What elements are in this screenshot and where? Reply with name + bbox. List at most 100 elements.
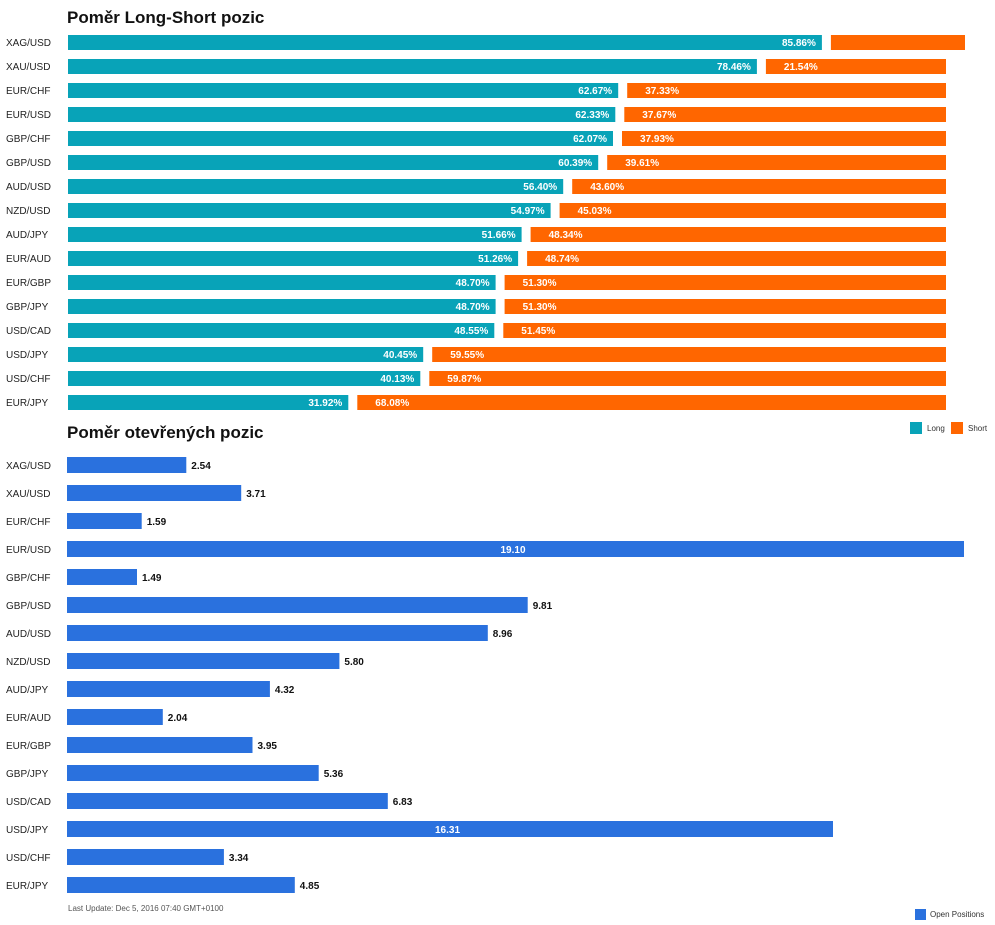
short-value-label: 37.33% (645, 86, 679, 97)
category-label: GBP/USD (6, 158, 51, 169)
short-value-label: 48.74% (545, 254, 579, 265)
long-value-label: 31.92% (308, 398, 342, 409)
open-positions-value-label: 16.31 (435, 825, 460, 836)
open-positions-bar (67, 513, 142, 529)
category-label: EUR/CHF (6, 86, 50, 97)
long-value-label: 78.46% (717, 62, 751, 73)
short-bar (559, 203, 946, 218)
long-value-label: 40.45% (383, 350, 417, 361)
open-positions-value-label: 1.59 (147, 517, 167, 528)
category-label: EUR/JPY (6, 398, 49, 409)
long-value-label: 60.39% (558, 158, 592, 169)
long-bar (68, 107, 616, 122)
open-positions-value-label: 5.36 (324, 769, 344, 780)
long-bar (68, 35, 822, 50)
category-label: GBP/CHF (6, 573, 50, 584)
short-bar (607, 155, 946, 170)
long-bar (68, 227, 522, 242)
category-label: EUR/USD (6, 545, 51, 556)
open-positions-value-label: 4.85 (300, 881, 320, 892)
category-label: AUD/USD (6, 182, 51, 193)
long-bar (68, 299, 496, 314)
long-value-label: 62.33% (575, 110, 609, 121)
long-short-legend: Long Short (910, 422, 988, 434)
short-bar (530, 227, 946, 242)
open-positions-bar (67, 597, 528, 613)
long-value-label: 56.40% (523, 182, 557, 193)
open-positions-bar (67, 877, 295, 893)
category-label: EUR/AUD (6, 254, 51, 265)
category-label: EUR/AUD (6, 713, 51, 724)
short-bar (503, 323, 946, 338)
category-label: EUR/CHF (6, 517, 50, 528)
long-bar (68, 395, 349, 410)
long-value-label: 48.70% (456, 302, 490, 313)
category-label: USD/CHF (6, 853, 50, 864)
long-bar (68, 179, 564, 194)
open-positions-chart-title: Poměr otevřených pozic (67, 423, 264, 442)
legend-open-positions-swatch (915, 909, 926, 920)
short-value-label: 43.60% (590, 182, 624, 193)
open-positions-bar (67, 821, 833, 837)
short-bar (527, 251, 946, 266)
short-value-label: 51.30% (523, 278, 557, 289)
long-value-label: 48.70% (456, 278, 490, 289)
short-value-label: 37.67% (642, 110, 676, 121)
long-value-label: 62.67% (578, 86, 612, 97)
category-label: AUD/JPY (6, 685, 49, 696)
short-bar (622, 131, 946, 146)
open-positions-value-label: 2.54 (191, 461, 211, 472)
short-value-label: 51.30% (523, 302, 557, 313)
long-value-label: 62.07% (573, 134, 607, 145)
short-value-label: 37.93% (640, 134, 674, 145)
open-positions-value-label: 1.49 (142, 573, 162, 584)
open-positions-bar (67, 653, 340, 669)
long-value-label: 54.97% (511, 206, 545, 217)
short-bar (765, 59, 946, 74)
category-label: AUD/USD (6, 629, 51, 640)
category-label: XAG/USD (6, 461, 51, 472)
category-label: NZD/USD (6, 657, 50, 668)
long-bar (68, 371, 421, 386)
category-label: EUR/USD (6, 110, 51, 121)
open-positions-value-label: 6.83 (393, 797, 413, 808)
category-label: EUR/JPY (6, 881, 49, 892)
open-positions-legend: Open Positions (915, 909, 984, 920)
short-value-label: 45.03% (578, 206, 612, 217)
open-positions-bar (67, 849, 224, 865)
open-positions-bar (67, 765, 319, 781)
open-positions-bar (67, 569, 137, 585)
category-label: GBP/JPY (6, 302, 49, 313)
open-positions-value-label: 8.96 (493, 629, 513, 640)
category-label: XAU/USD (6, 62, 50, 73)
short-bar (504, 275, 946, 290)
long-value-label: 51.26% (478, 254, 512, 265)
open-positions-bar (67, 709, 163, 725)
open-positions-bar (67, 737, 253, 753)
short-value-label: 48.34% (549, 230, 583, 241)
open-positions-value-label: 3.95 (258, 741, 278, 752)
long-short-chart-title: Poměr Long-Short pozic (67, 8, 264, 27)
category-label: USD/CHF (6, 374, 50, 385)
category-label: GBP/CHF (6, 134, 50, 145)
open-positions-bar (67, 793, 388, 809)
category-label: EUR/GBP (6, 741, 51, 752)
short-value-label: 59.87% (447, 374, 481, 385)
legend-long-swatch (910, 422, 922, 434)
category-label: USD/CAD (6, 326, 51, 337)
last-update-text: Last Update: Dec 5, 2016 07:40 GMT+0100 (68, 904, 224, 913)
open-positions-bar (67, 485, 242, 501)
category-label: GBP/JPY (6, 769, 49, 780)
short-bar (432, 347, 946, 362)
open-positions-bar (67, 681, 270, 697)
long-bar (68, 251, 519, 266)
long-bar (68, 131, 613, 146)
category-label: AUD/JPY (6, 230, 49, 241)
long-value-label: 51.66% (482, 230, 516, 241)
legend-short-swatch (951, 422, 963, 434)
short-bar (830, 35, 965, 50)
category-label: NZD/USD (6, 206, 50, 217)
short-value-label: 51.45% (521, 326, 555, 337)
open-positions-bar (67, 541, 964, 557)
legend-short-label: Short (968, 424, 988, 433)
